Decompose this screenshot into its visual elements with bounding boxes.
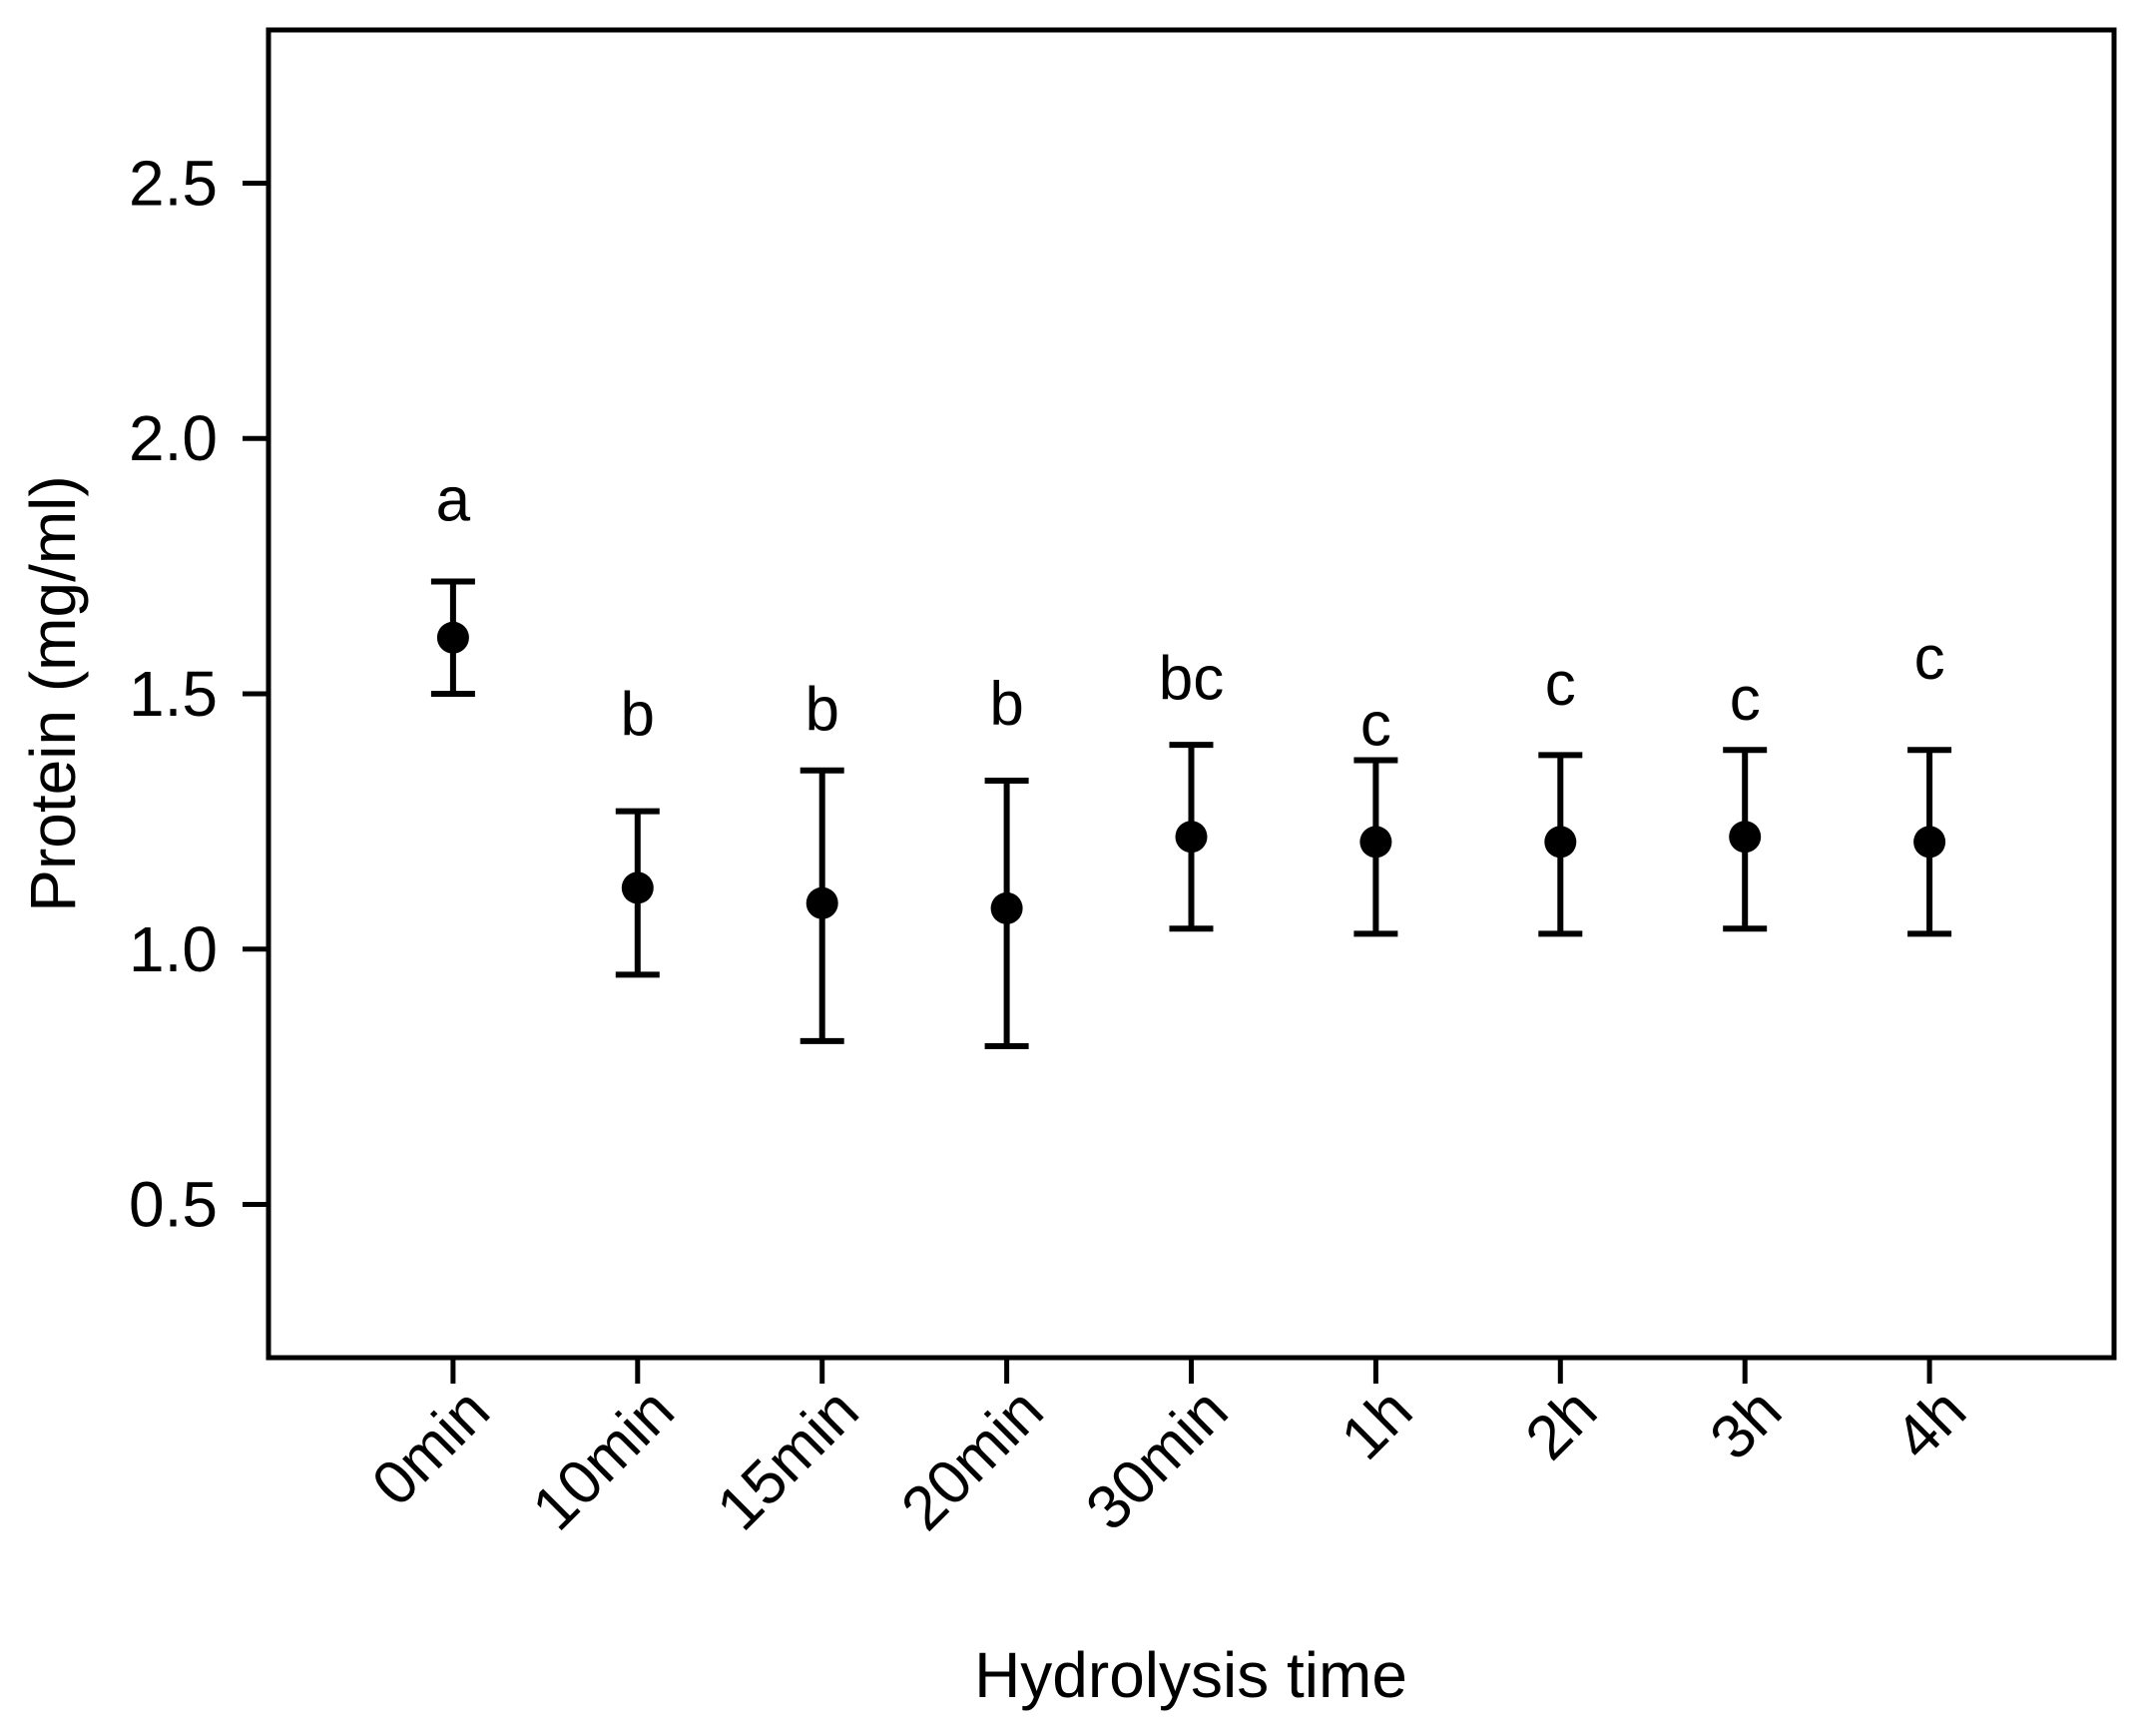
data-point xyxy=(805,886,838,919)
significance-letter: b xyxy=(989,670,1023,739)
significance-letter: bc xyxy=(1159,645,1224,714)
x-tick-label: 15min xyxy=(704,1376,871,1543)
x-tick-label: 20min xyxy=(888,1376,1056,1543)
x-tick-label: 1h xyxy=(1329,1376,1426,1473)
x-tick-label: 3h xyxy=(1698,1376,1796,1473)
significance-letter: c xyxy=(1914,624,1945,693)
data-point xyxy=(990,891,1023,924)
x-tick-label: 10min xyxy=(519,1376,687,1543)
significance-letter: b xyxy=(621,680,655,749)
data-point xyxy=(621,871,654,904)
data-point xyxy=(1359,826,1392,859)
plot-layer: 2.5 2.0 1.5 1.0 0.5 0min 10min 15min 20min 30min 1… xyxy=(129,27,2117,1543)
x-tick-label: 2h xyxy=(1513,1376,1611,1473)
data-point xyxy=(1544,826,1577,859)
y-tick-label: 1.0 xyxy=(129,913,218,985)
significance-letter: c xyxy=(1545,650,1576,719)
y-tick-label: 2.0 xyxy=(129,402,218,474)
y-axis-title: Protein (mg/ml) xyxy=(17,475,89,911)
x-tick-label: 30min xyxy=(1073,1376,1241,1543)
data-point xyxy=(1175,821,1208,854)
x-tick-label: 4h xyxy=(1881,1376,1979,1473)
data-point xyxy=(1913,826,1946,859)
x-tick-label: 0min xyxy=(359,1376,503,1519)
x-axis-title: Hydrolysis time xyxy=(974,1639,1407,1711)
data-point xyxy=(436,621,469,654)
data-point xyxy=(1729,821,1762,854)
y-tick-label: 0.5 xyxy=(129,1169,218,1241)
significance-letter: a xyxy=(436,466,471,535)
significance-letter: b xyxy=(805,675,838,744)
y-tick-label: 1.5 xyxy=(129,658,218,730)
y-tick-label: 2.5 xyxy=(129,147,218,219)
significance-letter: c xyxy=(1730,665,1761,734)
significance-letter: c xyxy=(1360,691,1391,760)
